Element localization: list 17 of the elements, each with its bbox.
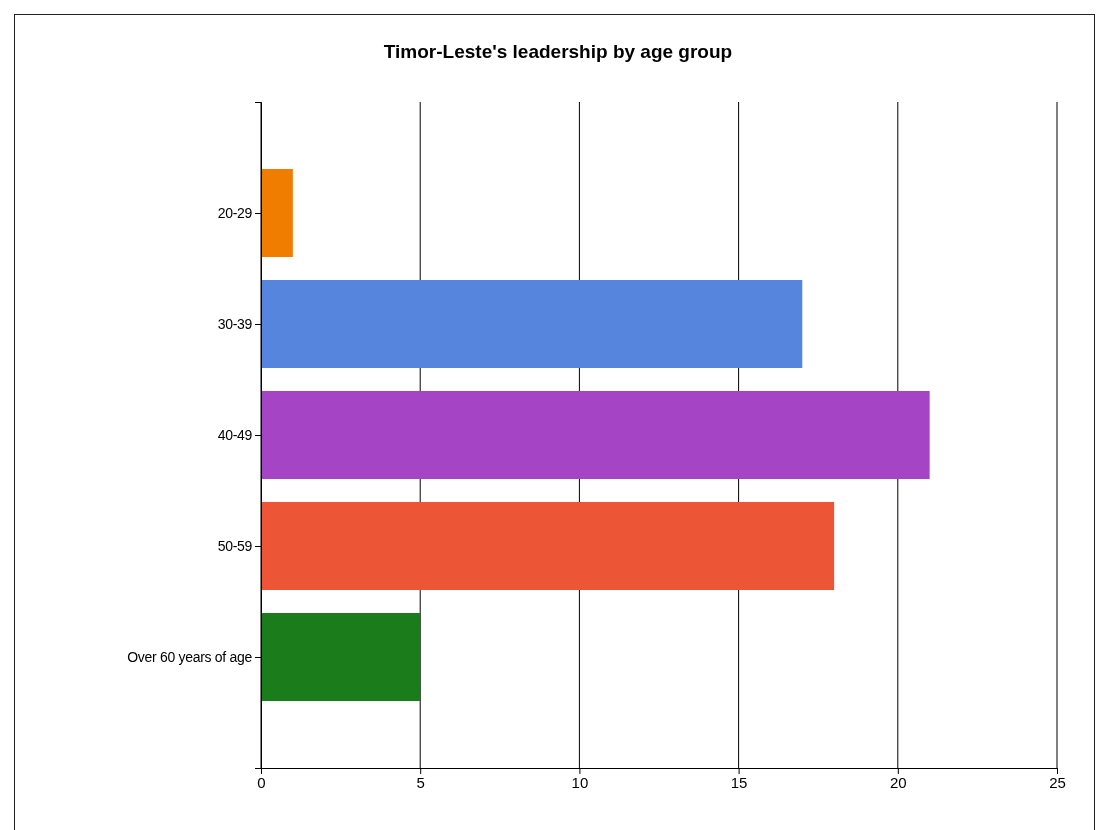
y-tick-label: 20-29 xyxy=(217,204,253,221)
bar xyxy=(261,502,835,590)
chart-title: Timor-Leste's leadership by age group xyxy=(383,41,733,62)
y-tick-label: Over 60 years of age xyxy=(127,648,253,665)
x-tick-label: 10 xyxy=(571,773,589,791)
bar xyxy=(261,613,421,701)
x-tick-label: 20 xyxy=(889,773,907,791)
x-tick-label: 5 xyxy=(416,773,425,791)
y-tick-label: 40-49 xyxy=(217,426,253,443)
y-tick-label: 50-59 xyxy=(217,537,253,554)
bar xyxy=(261,169,293,257)
x-tick-label: 15 xyxy=(730,773,748,791)
y-tick-label: 30-39 xyxy=(217,315,253,332)
bar xyxy=(261,391,930,479)
x-tick-label: 0 xyxy=(257,773,266,791)
x-tick-label: 25 xyxy=(1049,773,1066,791)
bar xyxy=(261,280,803,368)
